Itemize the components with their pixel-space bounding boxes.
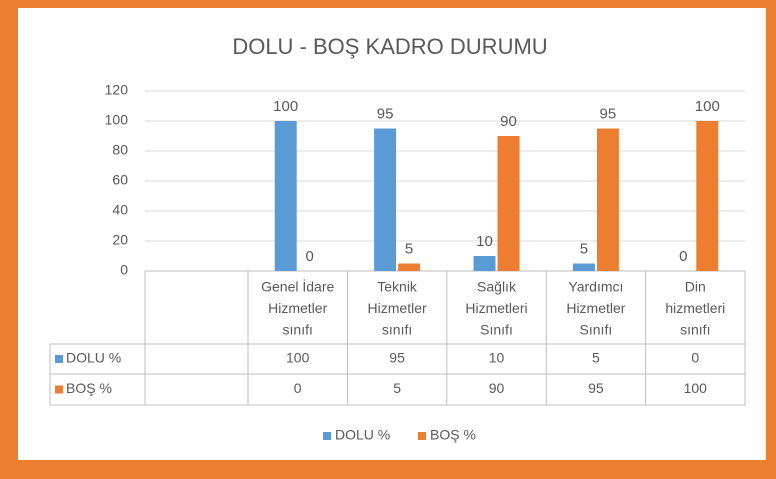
bar [596, 128, 619, 271]
table-cell: 5 [393, 380, 401, 396]
data-label: 95 [377, 105, 394, 122]
y-tick-label: 40 [112, 202, 128, 218]
x-tick-label: sınıfı [680, 322, 710, 338]
x-tick-label: Genel İdare [261, 278, 334, 295]
y-tick-label: 60 [112, 172, 128, 188]
data-label: 100 [695, 98, 720, 115]
table-cell: 100 [286, 350, 310, 366]
x-tick-label: Sağlık [477, 279, 517, 295]
x-tick-label: Sınıfı [580, 322, 613, 338]
x-tick-label: Teknik [377, 279, 418, 295]
x-tick-label: Sınıfı [480, 322, 513, 338]
x-tick-label: hizmetleri [665, 300, 725, 316]
data-label: 100 [273, 98, 298, 115]
chart-title: DOLU - BOŞ KADRO DURUMU [232, 34, 547, 59]
data-label: 10 [476, 233, 493, 250]
legend-key [55, 355, 63, 363]
data-label: 95 [600, 105, 617, 122]
x-tick-label: Yardımcı [568, 279, 623, 295]
table-cell: 0 [294, 380, 302, 396]
x-tick-label: sınıfı [382, 322, 412, 338]
legend-label: DOLU % [335, 427, 390, 443]
x-tick-label: Hizmetler [566, 300, 625, 316]
data-label: 0 [306, 248, 314, 265]
y-tick-label: 100 [105, 112, 129, 128]
table-cell: 5 [592, 350, 600, 366]
legend-key [55, 385, 63, 394]
table-cell: 10 [489, 350, 505, 366]
data-label: 5 [580, 240, 588, 257]
y-tick-label: 0 [120, 262, 128, 278]
table-cell: 95 [588, 380, 604, 396]
data-label: 0 [679, 248, 687, 265]
y-tick-label: 80 [112, 142, 128, 158]
x-tick-label: Hizmetler [268, 300, 327, 316]
y-tick-label: 20 [112, 232, 128, 248]
x-tick-label: Din [685, 279, 706, 295]
y-tick-label: 120 [105, 82, 129, 98]
table-cell: 90 [489, 380, 505, 396]
bar [572, 263, 595, 271]
bar [696, 121, 719, 271]
table-row-header: BOŞ % [66, 380, 112, 396]
bar [374, 128, 397, 271]
legend-swatch [418, 432, 426, 440]
data-label: 5 [405, 240, 413, 257]
table-cell: 100 [684, 380, 708, 396]
bar [473, 256, 496, 271]
bar [497, 136, 520, 271]
x-tick-label: Hizmetleri [465, 300, 527, 316]
x-tick-label: Hizmetler [368, 300, 427, 316]
table-cell: 0 [691, 350, 699, 366]
data-label: 90 [500, 113, 517, 130]
x-tick-label: sınıfı [283, 322, 313, 338]
bar [274, 121, 297, 271]
table-cell: 95 [389, 350, 405, 366]
table-row-header: DOLU % [66, 350, 121, 366]
bar [398, 263, 421, 271]
legend-label: BOŞ % [430, 427, 476, 443]
legend-swatch [323, 432, 331, 440]
